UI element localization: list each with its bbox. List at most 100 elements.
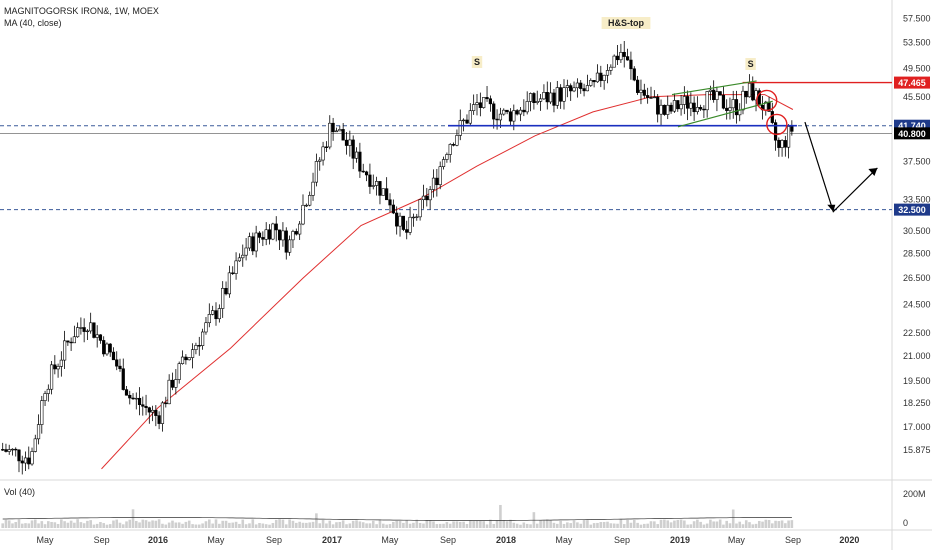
candle-body-up: [565, 85, 569, 88]
volume-bar: [475, 520, 479, 528]
candle-body-down: [615, 55, 620, 61]
candle-body-down: [505, 109, 509, 113]
candle: [111, 347, 116, 361]
price-level-tag-text: 41.740: [898, 121, 926, 131]
candle: [298, 221, 302, 240]
candle: [43, 390, 47, 406]
volume-bar: [177, 522, 181, 528]
volume-bar: [535, 523, 539, 528]
volume-bar: [596, 522, 599, 528]
candle: [589, 78, 593, 87]
volume-bar: [105, 524, 109, 528]
candle-body-up: [56, 366, 60, 370]
candle-body-up: [438, 166, 442, 186]
candle: [314, 153, 318, 187]
candle: [676, 100, 680, 112]
volume-bar: [482, 521, 485, 528]
price-level-tag[interactable]: [894, 203, 930, 216]
candle: [264, 222, 268, 246]
time-tick-label: May: [555, 535, 573, 545]
candle-body-up: [715, 91, 719, 101]
candle-body-down: [274, 223, 278, 231]
volume-bar: [435, 524, 439, 528]
price-level-tag[interactable]: [894, 127, 930, 140]
candle-body-down: [485, 97, 489, 100]
candle-body-up: [528, 93, 533, 102]
volume-bar: [469, 520, 472, 528]
candle-body-up: [741, 90, 745, 111]
candle: [632, 66, 636, 82]
candle-body-down: [277, 229, 282, 241]
volume-bar: [194, 524, 198, 528]
volume-bar: [405, 520, 409, 528]
candle-body-up: [291, 231, 295, 241]
candle-body-up: [33, 438, 37, 452]
volume-bar: [69, 520, 73, 528]
volume-bar: [502, 520, 506, 528]
volume-bar: [395, 520, 398, 528]
volume-bar: [37, 523, 40, 528]
volume-bar: [619, 519, 623, 528]
candle-body-up: [786, 126, 791, 148]
volume-bar: [669, 522, 673, 528]
candle-body-up: [194, 345, 198, 350]
drawing-tools[interactable]: [448, 80, 892, 213]
candle: [431, 169, 436, 198]
candle-body-up: [281, 230, 285, 241]
candle: [538, 94, 543, 111]
candle-body-down: [592, 80, 596, 83]
candle: [725, 99, 729, 120]
candle: [398, 212, 402, 237]
channel-lower[interactable]: [677, 100, 773, 128]
candle-body-up: [619, 52, 623, 61]
volume-bar: [47, 521, 50, 528]
symbol-title[interactable]: MAGNITOGORSK IRON&, 1W, MOEX: [4, 6, 159, 16]
volume-bar: [542, 520, 546, 528]
candle-body-up: [234, 260, 238, 274]
candle-body-down: [451, 144, 456, 146]
candle-body-down: [261, 237, 265, 240]
arrow-head-icon: [827, 204, 836, 212]
candle-body-down: [98, 334, 103, 341]
candle: [174, 369, 178, 395]
price-tick-label: 53.500: [903, 37, 931, 47]
time-tick-label: May: [36, 535, 54, 545]
candle: [525, 91, 529, 115]
candle: [625, 48, 630, 61]
channel-upper[interactable]: [671, 80, 757, 96]
retest-circle[interactable]: [766, 113, 788, 136]
candle: [348, 130, 352, 157]
candle-body-down: [14, 448, 18, 451]
price-axis[interactable]: 57.500 53.500 49.500 45.500 37.500 33.500 30.5…: [894, 13, 931, 455]
time-tick-label: May: [207, 535, 225, 545]
candle: [294, 228, 298, 236]
volume-bar: [201, 523, 204, 528]
volume-indicator-label[interactable]: Vol (40): [4, 487, 36, 497]
candle-body-up: [204, 322, 208, 333]
candle: [401, 215, 405, 232]
volume-bar: [118, 522, 122, 528]
volume-bar: [418, 522, 422, 528]
candle: [615, 44, 620, 66]
candle-body-up: [411, 216, 416, 219]
candle: [381, 188, 385, 196]
time-axis[interactable]: May Sep 2016 May Sep 2017 May Sep 2018 May Sep 2019…: [36, 535, 859, 545]
ma-indicator-label[interactable]: MA (40, close): [4, 18, 62, 28]
candle: [445, 152, 449, 163]
candle-body-up: [421, 195, 426, 200]
volume-bar: [53, 522, 57, 528]
candle: [244, 237, 248, 261]
candle: [686, 90, 690, 121]
candle-body-up: [666, 104, 670, 115]
breakdown-circle[interactable]: [756, 89, 778, 112]
candle-body-down: [331, 122, 335, 133]
volume-bar: [774, 520, 777, 528]
price-level-tag[interactable]: [894, 76, 930, 89]
candle-body-down: [401, 215, 405, 230]
candle-body-up: [89, 322, 93, 332]
candle: [757, 88, 761, 106]
volume-bar: [33, 519, 37, 528]
candle: [498, 107, 503, 128]
volume-bar: [341, 520, 345, 528]
